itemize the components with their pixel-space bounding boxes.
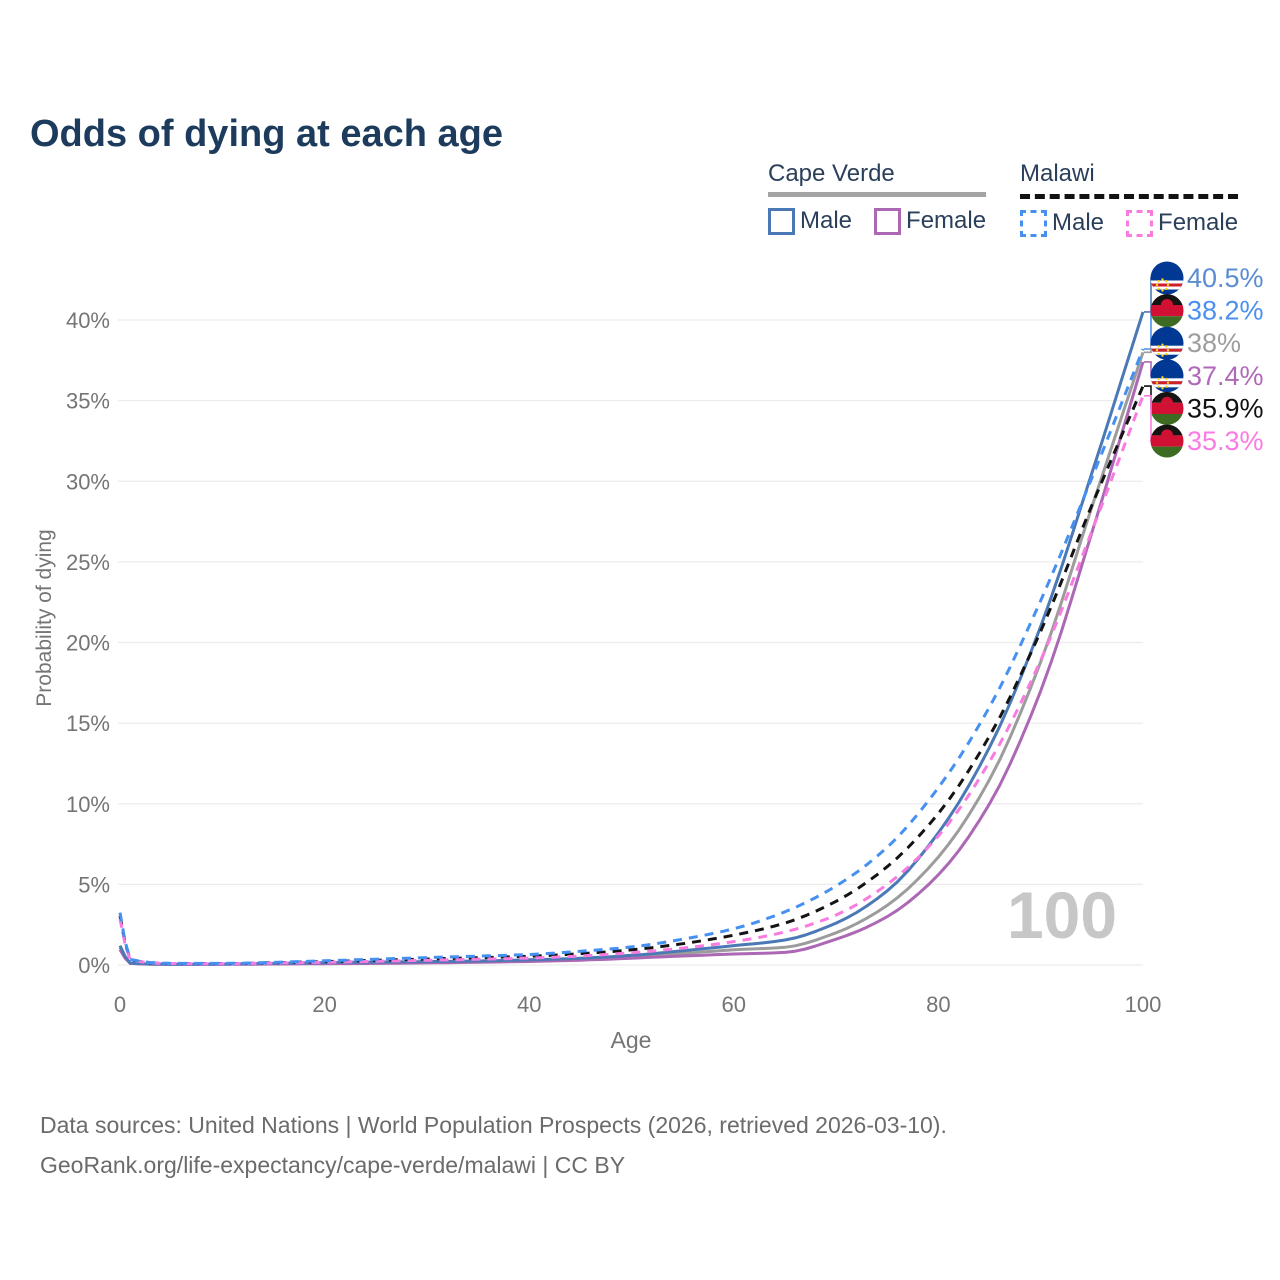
flag-star <box>1165 279 1168 283</box>
legend-items-malawi: Male Female <box>1020 209 1238 237</box>
legend-swatch-cape-verde-male <box>768 207 795 235</box>
legend-group-malawi: Malawi Male Female <box>1020 160 1239 237</box>
y-tick-label-25: 25% <box>66 550 110 575</box>
y-tick-label-15: 15% <box>66 711 110 736</box>
footer-data-sources: Data sources: United Nations | World Pop… <box>40 1112 947 1138</box>
y-tick-label-35: 35% <box>66 389 110 414</box>
y-tick-label-10: 10% <box>66 792 110 817</box>
legend-item-malawi-male[interactable]: Male <box>1020 209 1104 237</box>
legend-swatch-malawi-male <box>1020 209 1047 237</box>
y-tick-label-0: 0% <box>78 953 110 978</box>
series-line-malawi-all <box>118 385 1145 965</box>
x-tick-label-0: 0 <box>114 992 126 1017</box>
legend-underline-cape-verde-solid-line <box>768 192 987 197</box>
flag-stripe-green <box>1150 414 1184 425</box>
page-title: Odds of dying at each age <box>30 113 503 156</box>
series-line-cape-verde-male <box>118 311 1145 966</box>
legend-swatch-malawi-female <box>1126 209 1154 237</box>
x-axis-title: Age <box>611 1027 652 1053</box>
end-value-label-cape-verde-all: 38% <box>1187 328 1241 358</box>
flag-star <box>1161 354 1164 357</box>
y-tick-label-20: 20% <box>66 631 110 656</box>
legend-item-cape-verde-male[interactable]: Male <box>768 207 852 235</box>
legend-header-malawi: Malawi <box>1020 160 1095 187</box>
flag-star <box>1161 343 1164 346</box>
flag-star <box>1165 345 1168 348</box>
flag-star <box>1157 352 1160 356</box>
flag-icon-malawi <box>1150 391 1184 425</box>
flag-stripe-red <box>1150 305 1184 317</box>
x-tick-label-40: 40 <box>517 992 541 1017</box>
gridlines: 0% 5% 10% 15% 20% 25% 30% 35% 40% <box>66 308 1143 978</box>
flag-star <box>1165 352 1168 356</box>
y-tick-label-5: 5% <box>78 872 110 897</box>
flag-star <box>1166 349 1170 352</box>
flag-star <box>1165 377 1168 381</box>
series-line-cape-verde-all <box>118 351 1145 966</box>
flag-star <box>1155 349 1159 352</box>
flag-icon-cape-verde <box>1150 326 1184 360</box>
legend-header-cape-verde: Cape Verde <box>768 160 895 187</box>
legend-item-cape-verde-female[interactable]: Female <box>874 207 986 235</box>
legend-label-malawi-male: Male <box>1052 209 1105 236</box>
flag-stripe-red <box>1150 402 1184 415</box>
flag-stripe-red <box>1150 435 1184 447</box>
flag-star <box>1161 387 1164 390</box>
flag-star <box>1161 278 1164 281</box>
flag-star <box>1166 283 1170 287</box>
flag-star <box>1161 376 1164 379</box>
flag-stripe-green <box>1150 316 1184 328</box>
flag-star <box>1157 287 1160 291</box>
flag-stripe-green <box>1150 446 1184 458</box>
flag-star <box>1166 381 1170 385</box>
flag-star <box>1155 381 1159 385</box>
flag-icon-malawi <box>1150 294 1184 328</box>
series-line-malawi-male <box>118 348 1145 965</box>
footer: Data sources: United Nations | World Pop… <box>40 1105 947 1185</box>
flag-rising-sun <box>1161 299 1173 306</box>
x-tick-label-60: 60 <box>722 992 746 1017</box>
x-tick-label-80: 80 <box>926 992 950 1017</box>
end-value-label-malawi-all: 35.9% <box>1187 393 1264 423</box>
flag-star <box>1165 385 1168 388</box>
end-value-label-malawi-male: 38.2% <box>1187 296 1264 326</box>
flag-star <box>1157 377 1160 381</box>
flag-star <box>1161 289 1164 292</box>
end-value-label-malawi-female: 35.3% <box>1187 426 1264 456</box>
flag-rising-sun <box>1161 429 1173 436</box>
flag-star <box>1157 279 1160 283</box>
end-value-label-cape-verde-male: 40.5% <box>1187 263 1264 293</box>
flag-icon-malawi <box>1150 424 1184 458</box>
y-tick-label-30: 30% <box>66 469 110 494</box>
flag-star <box>1157 345 1160 348</box>
legend-group-cape-verde: Cape Verde Male Female <box>768 160 987 235</box>
flag-icon-cape-verde <box>1150 261 1184 295</box>
end-value-label-cape-verde-female: 37.4% <box>1187 361 1264 391</box>
legend-item-malawi-female[interactable]: Female <box>1126 209 1238 237</box>
flag-star <box>1157 385 1160 388</box>
footer-attribution: GeoRank.org/life-expectancy/cape-verde/m… <box>40 1152 626 1178</box>
x-axis-ticks: 0 20 40 60 80 100 <box>114 992 1161 1017</box>
legend-label-cape-verde-female: Female <box>906 207 987 234</box>
legend-label-malawi-female: Female <box>1158 209 1239 236</box>
legend-items-cape-verde: Male Female <box>768 207 986 235</box>
x-tick-label-20: 20 <box>312 992 336 1017</box>
flag-star <box>1165 287 1168 291</box>
y-tick-label-40: 40% <box>66 308 110 333</box>
watermark-age-100: 100 <box>1007 878 1117 952</box>
legend-label-cape-verde-male: Male <box>800 207 853 234</box>
series-line-cape-verde-female <box>118 361 1145 966</box>
series-lines <box>118 311 1145 966</box>
legend-swatch-cape-verde-female <box>874 207 902 235</box>
flag-star <box>1155 283 1159 287</box>
end-value-annotations: 40.5%38.2%38%37.4%35.9%35.3% <box>1144 261 1264 458</box>
flag-rising-sun <box>1161 396 1173 403</box>
flag-icon-cape-verde <box>1150 359 1184 393</box>
legend-underline-malawi-dashed-line <box>1020 194 1239 199</box>
x-tick-label-100: 100 <box>1125 992 1162 1017</box>
